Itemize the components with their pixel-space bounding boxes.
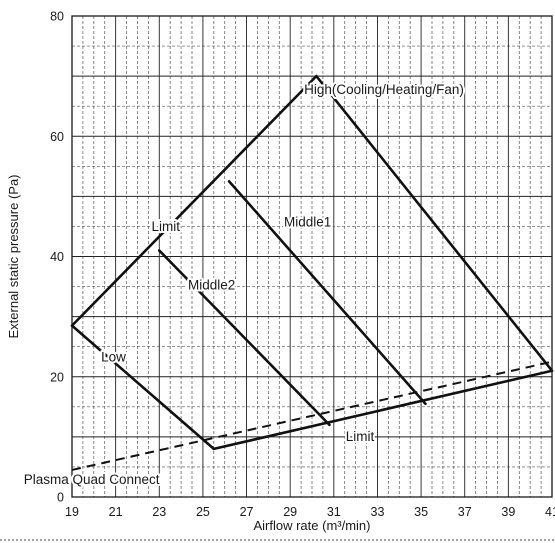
x-tick-label: 23	[152, 505, 166, 519]
y-axis-title: External static pressure (Pa)	[6, 174, 21, 338]
x-tick-label: 33	[371, 505, 385, 519]
x-tick-label: 39	[501, 505, 515, 519]
series-layer	[70, 74, 554, 471]
x-tick-label: 19	[65, 505, 79, 519]
x-tick-label: 37	[458, 505, 472, 519]
annotation-label: Middle1	[284, 214, 331, 229]
series-line-limit	[70, 74, 318, 327]
series-line-low	[70, 324, 216, 451]
x-tick-label: 31	[327, 505, 341, 519]
x-axis-title: Airflow rate (m³/min)	[253, 518, 370, 533]
annotation-label: Plasma Quad Connect	[24, 472, 160, 487]
annotation-layer: High(Cooling/Heating/Fan) Middle1 Middle2 L…	[22, 80, 466, 489]
series-line-middle1	[227, 180, 427, 406]
x-tick-label: 21	[109, 505, 123, 519]
plot-frame	[71, 15, 553, 498]
y-tick-label: 20	[50, 370, 64, 384]
series-line-high-cooling-heating-fan	[315, 74, 554, 373]
series-line-plasma-quad-connect	[71, 360, 553, 471]
series-line-middle2	[157, 249, 331, 427]
annotation-label: Low	[101, 350, 126, 365]
x-tick-label: 25	[196, 505, 210, 519]
x-tick-label: 27	[240, 505, 254, 519]
y-tick-label: 0	[57, 491, 64, 505]
annotation-label: Limit	[152, 219, 181, 234]
annotation-label: Middle2	[188, 278, 235, 293]
y-tick-label: 80	[50, 10, 64, 24]
annotation-label: High(Cooling/Heating/Fan)	[304, 82, 464, 97]
tick-layer: 19 21 23 25 27 29 31 33 35 37 39 41 0 20 40 60 80	[50, 10, 555, 520]
annotation-label: Limit	[346, 429, 375, 444]
series-line-limit	[212, 369, 554, 451]
grid-major	[72, 16, 552, 497]
x-tick-label: 35	[414, 505, 428, 519]
y-tick-label: 60	[50, 130, 64, 144]
y-tick-label: 40	[50, 250, 64, 264]
x-tick-label: 41	[545, 505, 555, 519]
x-tick-label: 29	[283, 505, 297, 519]
